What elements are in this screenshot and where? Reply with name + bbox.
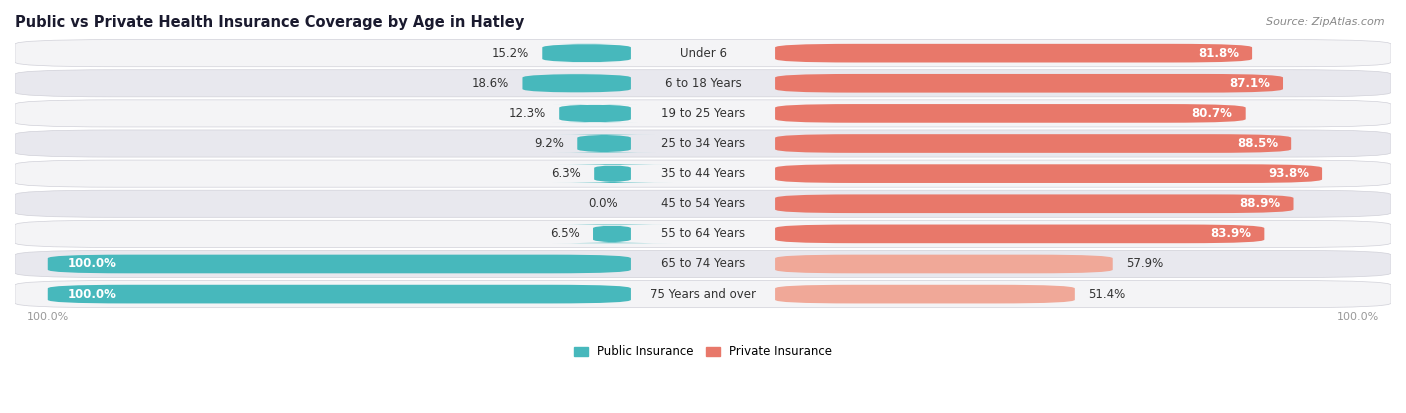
Text: 81.8%: 81.8% bbox=[1198, 47, 1239, 59]
Text: 15.2%: 15.2% bbox=[492, 47, 529, 59]
Text: 57.9%: 57.9% bbox=[1126, 257, 1163, 271]
Text: 80.7%: 80.7% bbox=[1192, 107, 1233, 120]
FancyBboxPatch shape bbox=[775, 134, 1291, 153]
FancyBboxPatch shape bbox=[775, 104, 1246, 123]
Text: 55 to 64 Years: 55 to 64 Years bbox=[661, 228, 745, 240]
Legend: Public Insurance, Private Insurance: Public Insurance, Private Insurance bbox=[569, 340, 837, 363]
Text: Under 6: Under 6 bbox=[679, 47, 727, 59]
Text: 18.6%: 18.6% bbox=[472, 77, 509, 90]
Text: 75 Years and over: 75 Years and over bbox=[650, 287, 756, 301]
FancyBboxPatch shape bbox=[15, 40, 1391, 67]
FancyBboxPatch shape bbox=[775, 164, 1322, 183]
Text: 12.3%: 12.3% bbox=[509, 107, 546, 120]
Text: Public vs Private Health Insurance Coverage by Age in Hatley: Public vs Private Health Insurance Cover… bbox=[15, 15, 524, 30]
FancyBboxPatch shape bbox=[15, 190, 1391, 217]
FancyBboxPatch shape bbox=[15, 280, 1391, 308]
FancyBboxPatch shape bbox=[775, 255, 1112, 273]
FancyBboxPatch shape bbox=[15, 250, 1391, 278]
FancyBboxPatch shape bbox=[15, 160, 1391, 187]
Text: 6.5%: 6.5% bbox=[550, 228, 579, 240]
Text: 88.5%: 88.5% bbox=[1237, 137, 1278, 150]
FancyBboxPatch shape bbox=[775, 225, 1264, 243]
FancyBboxPatch shape bbox=[15, 100, 1391, 127]
FancyBboxPatch shape bbox=[523, 74, 631, 93]
FancyBboxPatch shape bbox=[48, 255, 631, 273]
Text: 65 to 74 Years: 65 to 74 Years bbox=[661, 257, 745, 271]
Text: 100.0%: 100.0% bbox=[67, 287, 117, 301]
FancyBboxPatch shape bbox=[48, 285, 631, 304]
Text: 6.3%: 6.3% bbox=[551, 167, 581, 180]
FancyBboxPatch shape bbox=[553, 134, 657, 153]
FancyBboxPatch shape bbox=[543, 44, 631, 62]
Text: 100.0%: 100.0% bbox=[67, 257, 117, 271]
FancyBboxPatch shape bbox=[775, 195, 1294, 213]
Text: 25 to 34 Years: 25 to 34 Years bbox=[661, 137, 745, 150]
Text: 51.4%: 51.4% bbox=[1088, 287, 1125, 301]
FancyBboxPatch shape bbox=[775, 74, 1284, 93]
Text: 93.8%: 93.8% bbox=[1268, 167, 1309, 180]
Text: 45 to 54 Years: 45 to 54 Years bbox=[661, 197, 745, 210]
FancyBboxPatch shape bbox=[775, 44, 1253, 62]
Text: 9.2%: 9.2% bbox=[534, 137, 564, 150]
FancyBboxPatch shape bbox=[553, 164, 673, 183]
FancyBboxPatch shape bbox=[15, 130, 1391, 157]
Text: 83.9%: 83.9% bbox=[1211, 228, 1251, 240]
FancyBboxPatch shape bbox=[15, 220, 1391, 247]
Text: 19 to 25 Years: 19 to 25 Years bbox=[661, 107, 745, 120]
Text: 35 to 44 Years: 35 to 44 Years bbox=[661, 167, 745, 180]
Text: 0.0%: 0.0% bbox=[588, 197, 617, 210]
Text: Source: ZipAtlas.com: Source: ZipAtlas.com bbox=[1267, 17, 1385, 26]
FancyBboxPatch shape bbox=[775, 285, 1074, 304]
FancyBboxPatch shape bbox=[553, 104, 638, 123]
FancyBboxPatch shape bbox=[15, 70, 1391, 97]
Text: 6 to 18 Years: 6 to 18 Years bbox=[665, 77, 741, 90]
Text: 87.1%: 87.1% bbox=[1229, 77, 1270, 90]
FancyBboxPatch shape bbox=[553, 225, 672, 243]
Text: 88.9%: 88.9% bbox=[1239, 197, 1281, 210]
